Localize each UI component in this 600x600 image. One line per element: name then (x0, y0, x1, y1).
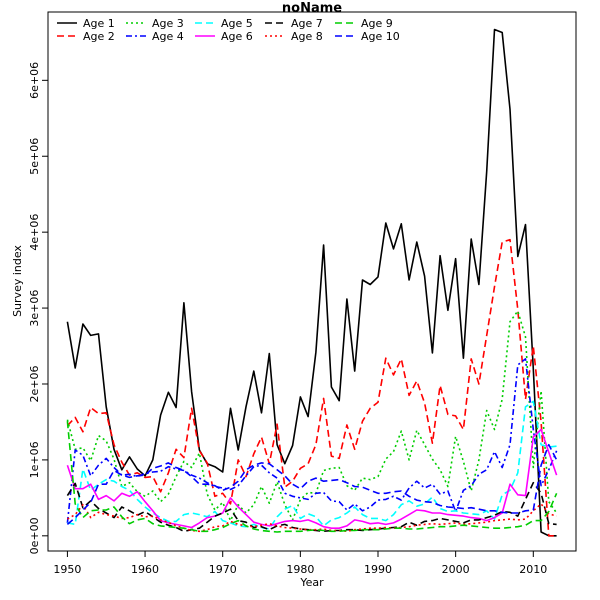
series-line-age-9 (66, 421, 558, 533)
series-line-age-4 (66, 358, 558, 523)
y-tick-label: 1e+06 (28, 441, 41, 478)
y-tick-label: 2e+06 (28, 365, 41, 402)
legend-label-age-3: Age 3 (152, 17, 184, 30)
series-line-age-10 (66, 443, 558, 526)
x-tick-label: 1970 (209, 563, 237, 576)
legend-label-age-8: Age 8 (291, 30, 323, 43)
x-tick-label: 1980 (286, 563, 314, 576)
y-tick-label: 5e+06 (28, 138, 41, 175)
series-line-age-2 (66, 238, 557, 537)
series-layer (66, 28, 558, 537)
legend-label-age-5: Age 5 (221, 17, 253, 30)
x-axis: 1950 1960 1970 1980 1990 2000 2010 (53, 551, 547, 576)
legend-label-age-6: Age 6 (221, 30, 253, 43)
series-line-age-6 (66, 428, 558, 530)
x-tick-label: 1990 (364, 563, 392, 576)
y-tick-label: 6e+06 (28, 62, 41, 99)
series-line-age-1 (66, 28, 557, 537)
y-axis-title: Survey index (11, 245, 24, 317)
legend-label-age-10: Age 10 (361, 30, 400, 43)
legend-label-age-9: Age 9 (361, 17, 393, 30)
x-axis-title: Year (299, 576, 324, 589)
chart-title: noName (282, 1, 342, 16)
x-tick-label: 1960 (131, 563, 159, 576)
x-tick-label: 2010 (519, 563, 547, 576)
legend-label-age-2: Age 2 (83, 30, 115, 43)
series-line-age-3 (66, 310, 558, 522)
plot-frame (47, 11, 577, 552)
y-axis: 0e+00 1e+06 2e+06 3e+06 4e+06 5e+06 6e+06 (28, 62, 48, 554)
y-tick-label: 3e+06 (28, 290, 41, 327)
series-line-age-5 (67, 400, 557, 530)
series-line-age-8 (67, 503, 557, 533)
series-line-age-7 (66, 481, 557, 533)
y-tick-label: 4e+06 (28, 214, 41, 251)
y-tick-label: 0e+00 (28, 517, 41, 554)
legend-label-age-4: Age 4 (152, 30, 184, 43)
x-tick-label: 2000 (442, 563, 470, 576)
x-tick-label: 1950 (53, 563, 81, 576)
legend-label-age-1: Age 1 (83, 17, 115, 30)
legend-label-age-7: Age 7 (291, 17, 323, 30)
